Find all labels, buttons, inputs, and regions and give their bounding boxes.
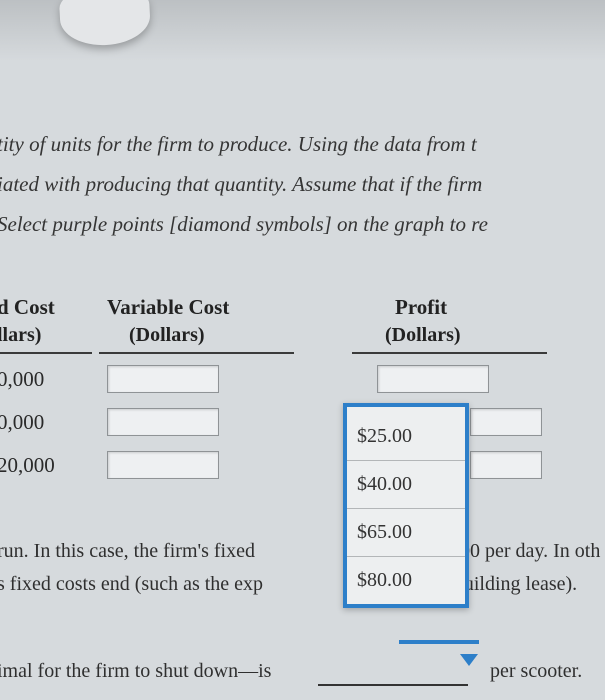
dropdown-caret-icon[interactable] [460,654,478,666]
dropdown-option-1[interactable]: $25.00 [347,407,465,461]
dropdown-option-4[interactable]: $80.00 [347,557,465,604]
sub-variable-cost: (Dollars) [129,324,309,347]
th-fixed-cost: d Cost [0,295,97,320]
cell-cost-r2: 0,000 [0,410,97,435]
input-variable-r3[interactable] [107,451,219,479]
sub-profit: (Dollars) [385,324,565,347]
th-profit: Profit [395,295,575,320]
dropdown-option-2[interactable]: $40.00 [347,461,465,509]
price-dropdown[interactable]: $25.00 $40.00 $65.00 $80.00 [343,403,469,608]
cell-cost-r3: 20,000 [0,453,97,478]
input-profit-r3[interactable] [470,451,542,479]
intro-line-2: iated with producing that quantity. Assu… [0,168,605,202]
th-variable-cost: Variable Cost [107,295,287,320]
input-variable-r2[interactable] [107,408,219,436]
header-rule-1 [0,352,92,354]
dropdown-anchor-line [399,640,479,644]
answer-blank-underline [318,684,468,686]
sub-fixed-cost: llars) [0,324,97,347]
lower-line-3b: per scooter. [490,660,582,683]
lower-line-1a: run. In this case, the firm's fixed [0,540,255,563]
header-rule-3 [352,352,547,354]
input-profit-r2[interactable] [470,408,542,436]
intro-line-3: Select purple points [diamond symbols] o… [0,208,605,242]
dropdown-option-3[interactable]: $65.00 [347,509,465,557]
lower-line-2a: s fixed costs end (such as the exp [0,573,263,596]
cell-cost-r1: 0,000 [0,367,97,392]
lower-line-3a: imal for the firm to shut down—is [0,660,271,683]
input-profit-r1[interactable] [377,365,489,393]
input-variable-r1[interactable] [107,365,219,393]
header-rule-2 [99,352,294,354]
page-root: tity of units for the firm to produce. U… [0,0,605,700]
intro-line-1: tity of units for the firm to produce. U… [0,128,605,162]
